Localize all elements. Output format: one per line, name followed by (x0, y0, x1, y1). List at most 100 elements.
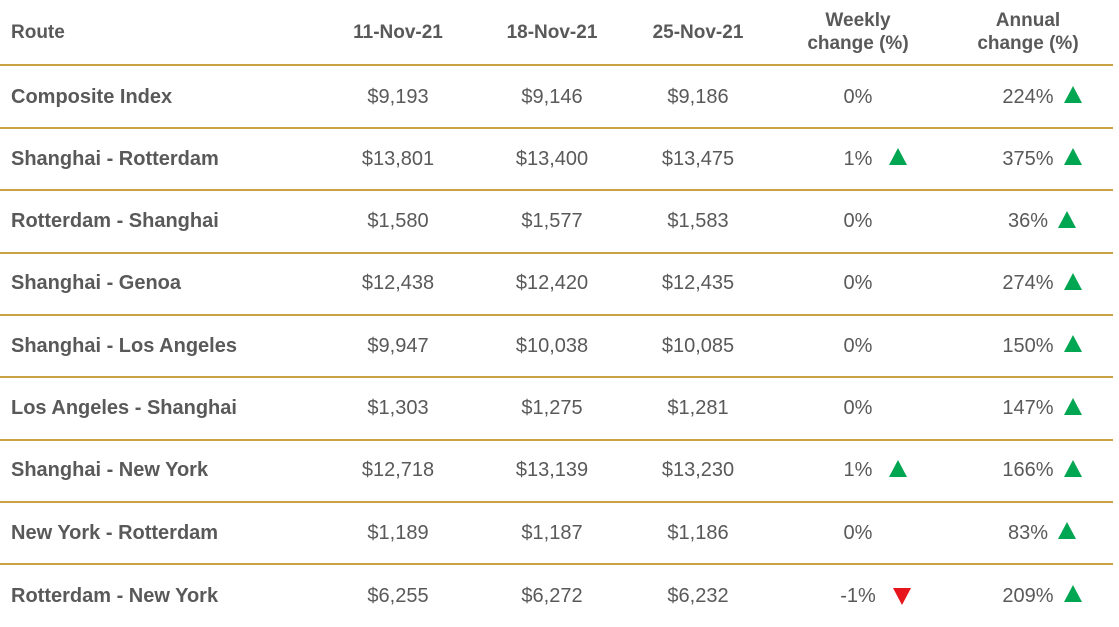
rate-date-2: $1,275 (474, 379, 630, 439)
table-row: Shanghai - Genoa $12,438 $12,420 $12,435 0% 2… (0, 254, 1113, 316)
triangle-up-icon (1063, 86, 1082, 103)
rate-date-3-value: $1,583 (667, 210, 729, 233)
rate-date-3: $13,475 (620, 129, 776, 189)
table-row: Shanghai - Los Angeles $9,947 $10,038 $10,0… (0, 316, 1113, 379)
rate-date-2-value: $10,038 (515, 334, 589, 357)
rate-date-3-value: $1,186 (667, 521, 729, 544)
rate-date-3-value: $13,475 (661, 147, 735, 170)
route-name-value: Composite Index (11, 85, 173, 108)
rate-date-1: $9,193 (320, 67, 476, 127)
rate-date-1: $12,438 (320, 254, 476, 314)
table-header: Route 11-Nov-21 18-Nov-21 25-Nov-21 Week… (0, 0, 1113, 66)
table-row: Rotterdam - New York $6,255 $6,272 $6,232 -1… (0, 565, 1113, 627)
rate-date-2-value: $1,577 (521, 210, 583, 233)
rate-date-1-value: $12,718 (361, 459, 435, 482)
weekly-change-value: 0% (843, 210, 873, 233)
triangle-up-icon (1063, 397, 1082, 415)
weekly-change-value: 0% (843, 397, 873, 419)
annual-change-value: 224% (1002, 86, 1082, 109)
rate-date-2-value: $1,275 (521, 397, 583, 419)
table-row: Los Angeles - Shanghai $1,303 $1,275 $1,281… (0, 379, 1113, 441)
route-name-value: Shanghai - New York (11, 459, 209, 482)
annual-change: 147% (948, 379, 1108, 439)
rate-date-3: $10,085 (620, 316, 776, 376)
header-date-3: 25-Nov-21 (652, 21, 744, 43)
annual-change-value: 150% (1002, 335, 1082, 358)
weekly-change-value: 0% (843, 334, 873, 357)
rate-date-3-value: $12,435 (661, 272, 735, 295)
weekly-change-value: -1% (840, 585, 911, 608)
route-name: New York - Rotterdam (11, 503, 321, 563)
route-name: Rotterdam - New York (11, 565, 321, 627)
annual-change-value: 166% (1002, 459, 1082, 482)
rate-date-2: $1,577 (474, 192, 630, 252)
route-name-value: Shanghai - Genoa (11, 272, 182, 295)
weekly-change: -1% (778, 565, 938, 627)
rate-date-1-value: $1,303 (367, 397, 429, 419)
header-route: Route (11, 21, 65, 43)
weekly-change: 0% (778, 192, 938, 252)
rate-date-2: $13,139 (474, 441, 630, 501)
weekly-change-value: 0% (843, 521, 873, 544)
weekly-change: 0% (778, 379, 938, 439)
route-name: Shanghai - Los Angeles (11, 316, 321, 376)
triangle-up-icon (1058, 210, 1077, 228)
triangle-up-icon (889, 148, 908, 166)
triangle-up-icon (1063, 148, 1082, 166)
triangle-down-icon (892, 588, 911, 606)
rate-date-2: $9,146 (474, 67, 630, 127)
header-date-2: 18-Nov-21 (506, 21, 598, 43)
rate-date-1: $1,580 (320, 192, 476, 252)
rate-date-2-value: $1,187 (521, 521, 583, 544)
weekly-change: 1% (778, 441, 938, 501)
route-name-value: Rotterdam - New York (11, 584, 219, 607)
rate-date-2: $12,420 (474, 254, 630, 314)
header-weekly-change: Weekly change (%) (807, 10, 909, 54)
rate-date-3-value: $10,085 (661, 334, 735, 357)
rate-date-2: $13,400 (474, 129, 630, 189)
route-name-value: Shanghai - Los Angeles (11, 334, 237, 357)
annual-change: 150% (948, 316, 1108, 376)
triangle-up-icon (1058, 522, 1077, 540)
route-name: Los Angeles - Shanghai (11, 379, 321, 439)
rate-date-1-value: $9,947 (367, 334, 429, 357)
route-name-value: Los Angeles - Shanghai (11, 397, 237, 419)
triangle-up-icon (1063, 272, 1082, 290)
rate-date-1: $12,718 (320, 441, 476, 501)
rate-date-3-value: $13,230 (661, 459, 735, 482)
rate-date-1-value: $1,580 (367, 210, 429, 233)
rate-date-3: $13,230 (620, 441, 776, 501)
rate-date-2: $1,187 (474, 503, 630, 563)
route-name: Shanghai - Rotterdam (11, 129, 321, 189)
rate-date-1: $13,801 (320, 129, 476, 189)
annual-change-value: 147% (1002, 397, 1082, 420)
rate-date-3-value: $6,232 (667, 584, 729, 607)
table-row: Shanghai - Rotterdam $13,801 $13,400 $13,47… (0, 129, 1113, 192)
rate-date-2-value: $13,400 (515, 147, 589, 170)
annual-change: 274% (948, 254, 1108, 314)
route-name: Shanghai - New York (11, 441, 321, 501)
annual-change-value: 274% (1002, 272, 1082, 295)
weekly-change: 0% (778, 67, 938, 127)
route-name-value: Rotterdam - Shanghai (11, 210, 219, 233)
rate-date-2-value: $6,272 (521, 584, 583, 607)
rate-date-3: $9,186 (620, 67, 776, 127)
weekly-change: 0% (778, 316, 938, 376)
weekly-change-value: 0% (843, 272, 873, 295)
rate-date-1-value: $1,189 (367, 521, 429, 544)
rate-date-1: $1,303 (320, 379, 476, 439)
rate-date-1-value: $9,193 (367, 85, 429, 108)
rate-date-1: $1,189 (320, 503, 476, 563)
rate-date-3-value: $1,281 (667, 397, 729, 419)
rate-date-1-value: $6,255 (367, 584, 429, 607)
table-row: Rotterdam - Shanghai $1,580 $1,577 $1,583 0%… (0, 192, 1113, 254)
table-row: Composite Index $9,193 $9,146 $9,186 0% 224% (0, 67, 1113, 129)
triangle-up-icon (1063, 335, 1082, 353)
annual-change: 375% (948, 129, 1108, 189)
annual-change-value: 209% (1002, 585, 1082, 608)
weekly-change: 1% (778, 129, 938, 189)
annual-change-value: 83% (1008, 522, 1077, 545)
weekly-change: 0% (778, 254, 938, 314)
rate-date-2-value: $12,420 (515, 272, 589, 295)
rate-date-3: $6,232 (620, 565, 776, 627)
